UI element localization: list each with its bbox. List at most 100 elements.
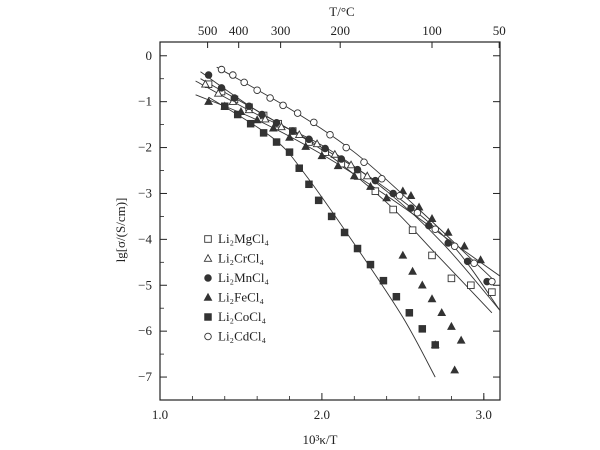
data-point bbox=[371, 176, 380, 185]
series-group bbox=[217, 65, 496, 286]
y-tick-label: −7 bbox=[138, 369, 152, 384]
data-point bbox=[333, 161, 343, 170]
data-point bbox=[443, 227, 453, 236]
plot-frame bbox=[159, 41, 501, 401]
data-point bbox=[259, 129, 268, 137]
data-point bbox=[305, 180, 313, 189]
data-point bbox=[427, 213, 437, 222]
fit-line bbox=[200, 71, 500, 311]
data-point bbox=[204, 96, 213, 105]
data-point bbox=[392, 292, 401, 301]
data-point bbox=[395, 192, 404, 200]
data-point bbox=[428, 251, 436, 260]
data-point bbox=[326, 130, 334, 139]
data-point bbox=[258, 110, 266, 119]
series-group bbox=[204, 96, 485, 374]
data-point bbox=[245, 102, 253, 111]
data-point bbox=[398, 250, 408, 259]
data-point bbox=[217, 84, 226, 92]
data-point bbox=[330, 149, 340, 158]
data-point bbox=[447, 274, 456, 283]
data-point bbox=[233, 110, 242, 119]
legend-label: Li₂CoCl₄ bbox=[218, 309, 267, 324]
data-point bbox=[413, 208, 422, 217]
data-point bbox=[295, 164, 303, 172]
data-point bbox=[450, 242, 459, 250]
legend: Li₂MgCl₄ Li₂CrCl₄ Li₂MnCl₄ Li₂FeCl₄ Li₂CoCl₄… bbox=[203, 231, 269, 344]
legend-marker bbox=[204, 332, 212, 341]
legend-marker bbox=[204, 235, 212, 243]
data-point bbox=[488, 288, 496, 296]
data-point bbox=[285, 132, 294, 141]
y-tick-label: −4 bbox=[138, 231, 152, 246]
data-point bbox=[406, 191, 416, 200]
x-tick-label: 3.0 bbox=[476, 407, 492, 422]
legend-label: Li₂CdCl₄ bbox=[218, 329, 267, 344]
data-point bbox=[431, 341, 439, 349]
data-point bbox=[389, 189, 397, 198]
y-tick-label: −6 bbox=[138, 323, 152, 338]
data-point bbox=[240, 78, 248, 87]
legend-label: Li₂MnCl₄ bbox=[218, 270, 269, 285]
fit-line bbox=[216, 66, 493, 279]
data-point bbox=[437, 308, 447, 317]
data-point bbox=[310, 118, 318, 127]
top-tick-label: 300 bbox=[271, 23, 291, 38]
data-point bbox=[379, 276, 388, 285]
data-point bbox=[360, 158, 368, 167]
data-point bbox=[279, 101, 287, 110]
y-tick-label: −5 bbox=[138, 277, 152, 292]
data-point bbox=[459, 241, 469, 250]
data-point bbox=[378, 175, 386, 183]
y-axis-label: lg[σ/(S/cm)] bbox=[113, 198, 128, 263]
data-point bbox=[204, 71, 213, 79]
data-point bbox=[321, 144, 329, 153]
legend-marker bbox=[204, 274, 212, 282]
legend-marker bbox=[203, 253, 213, 262]
data-point bbox=[450, 365, 460, 374]
data-point bbox=[314, 196, 323, 205]
data-point bbox=[301, 141, 311, 150]
data-point bbox=[405, 309, 414, 317]
top-tick-label: 200 bbox=[330, 23, 350, 38]
data-point bbox=[305, 135, 313, 144]
y-tick-label: −3 bbox=[138, 185, 152, 200]
data-point bbox=[366, 181, 375, 190]
data-point bbox=[268, 123, 278, 132]
data-point bbox=[467, 281, 475, 290]
data-point bbox=[293, 109, 302, 117]
data-point bbox=[289, 127, 297, 135]
top-axis-label: T/°C bbox=[329, 4, 354, 19]
data-point bbox=[431, 225, 439, 234]
y-tick-label: −1 bbox=[138, 94, 152, 109]
data-point bbox=[294, 129, 304, 138]
series-group bbox=[221, 102, 439, 349]
y-tick-label: −2 bbox=[138, 140, 152, 155]
data-point bbox=[353, 244, 362, 253]
top-tick-label: 500 bbox=[198, 23, 218, 38]
data-point bbox=[277, 122, 286, 131]
data-point bbox=[221, 102, 229, 111]
top-tick-label: 400 bbox=[229, 23, 249, 38]
data-point bbox=[476, 255, 485, 264]
data-point bbox=[337, 155, 346, 163]
data-point bbox=[425, 221, 433, 230]
data-point bbox=[362, 171, 372, 180]
top-tick-label: 50 bbox=[493, 23, 506, 38]
top-tick-label: 100 bbox=[422, 23, 442, 38]
data-point bbox=[427, 294, 437, 303]
data-point bbox=[418, 325, 427, 333]
legend-marker bbox=[203, 292, 213, 301]
data-point bbox=[382, 193, 392, 202]
data-point bbox=[408, 266, 417, 275]
data-point bbox=[444, 239, 452, 247]
data-point bbox=[312, 139, 322, 148]
x-tick-label: 1.0 bbox=[152, 407, 168, 422]
data-point bbox=[253, 86, 261, 94]
data-point bbox=[456, 335, 466, 344]
data-point bbox=[353, 165, 362, 174]
legend-marker bbox=[204, 313, 212, 321]
data-point bbox=[371, 187, 380, 195]
